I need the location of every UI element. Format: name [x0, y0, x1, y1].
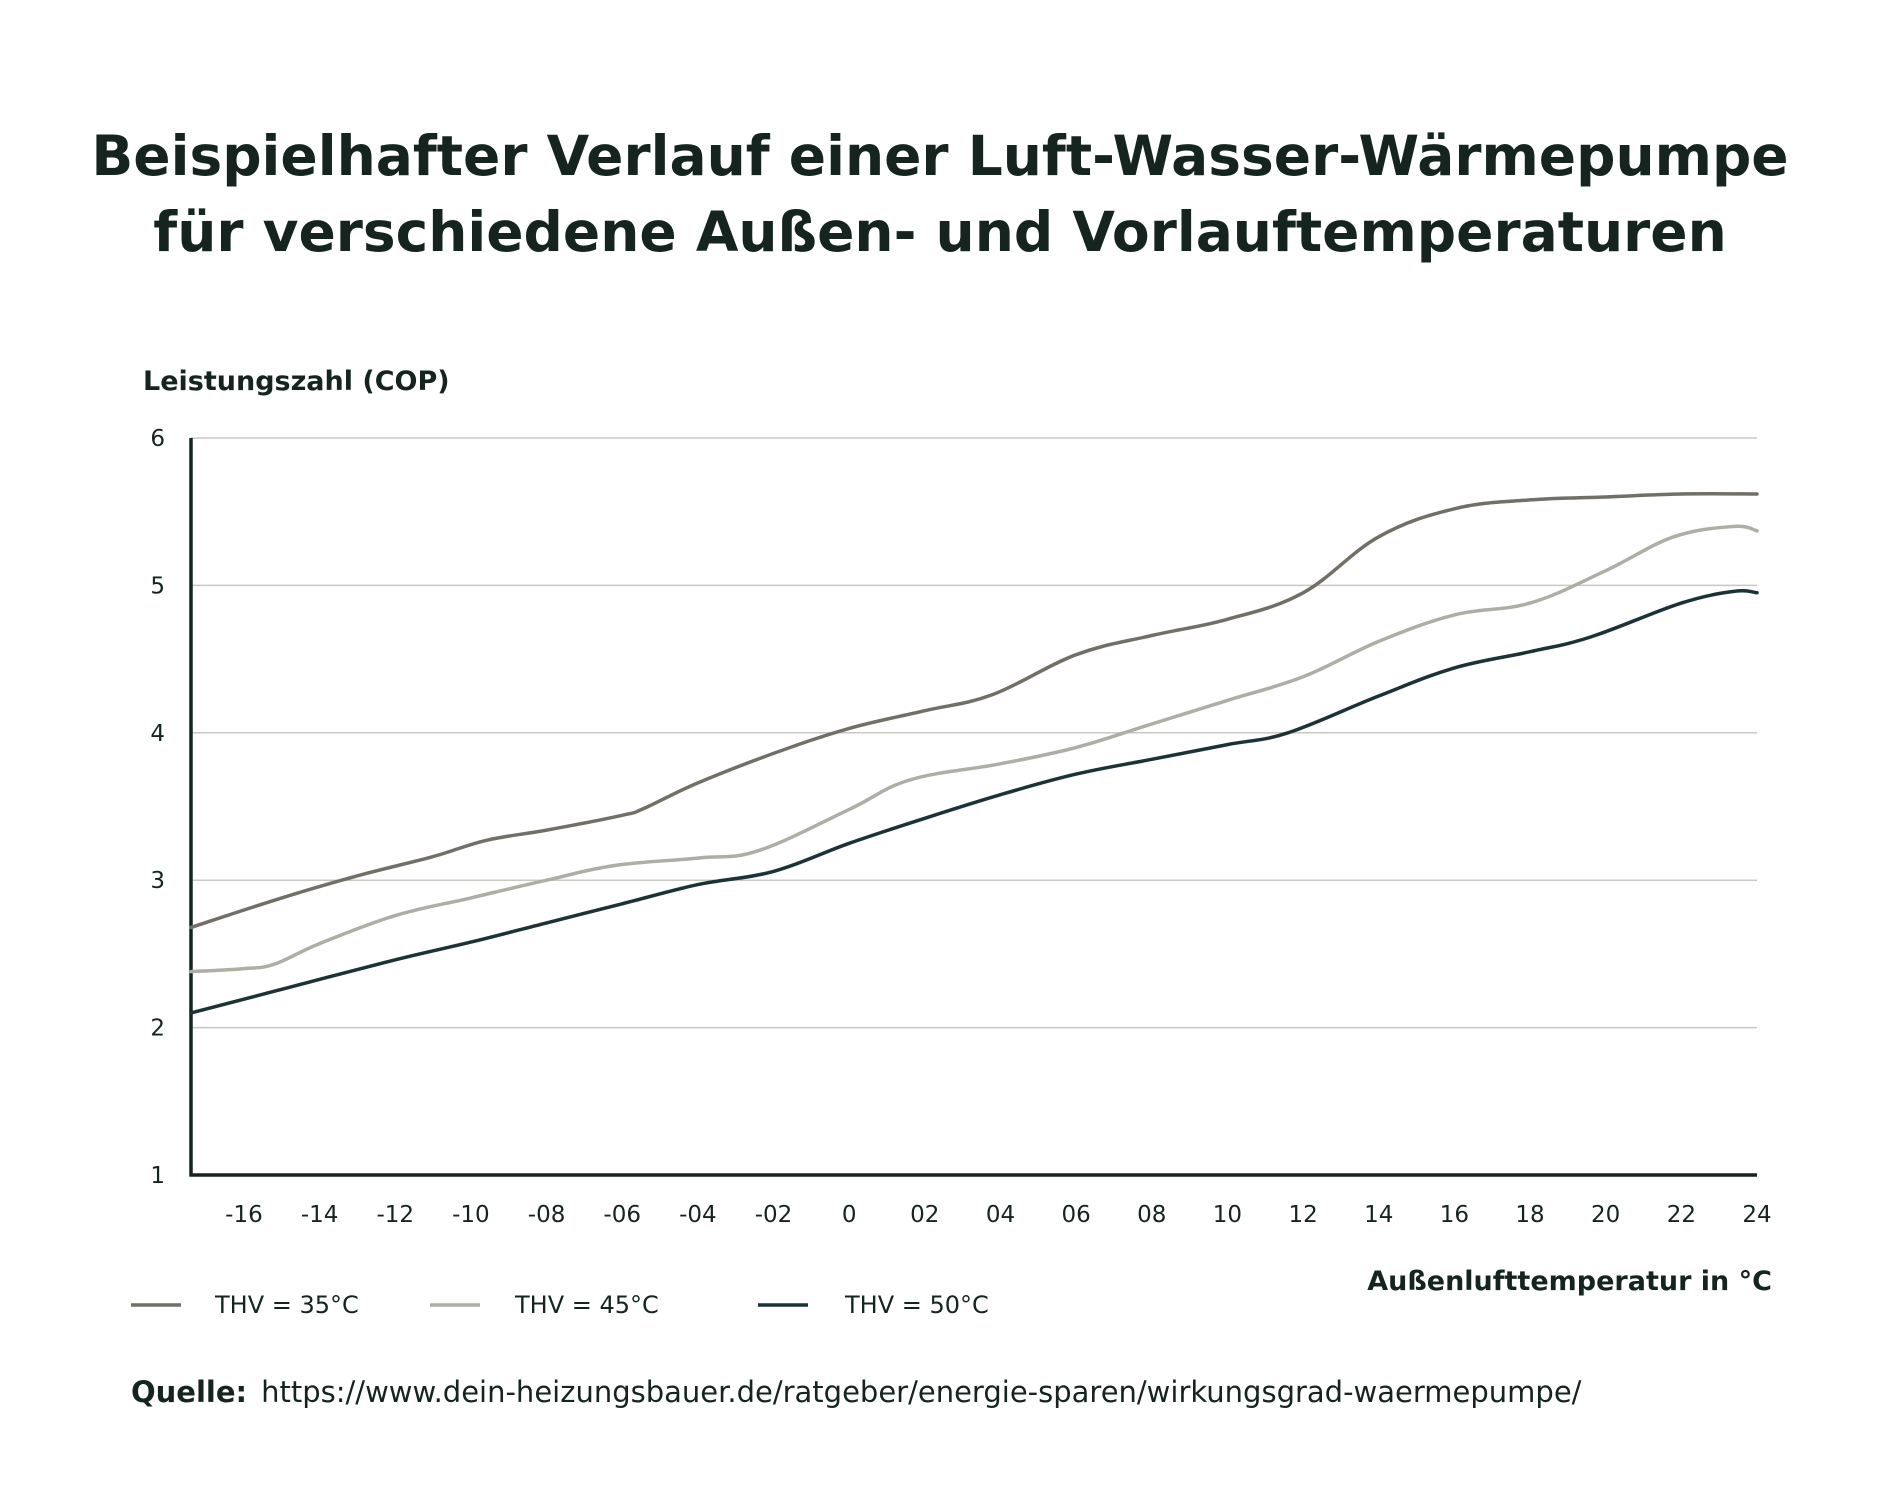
- series-line-1: [189, 492, 1759, 930]
- x-tick-label: -06: [603, 1202, 641, 1228]
- x-tick-label: 04: [986, 1202, 1015, 1228]
- y-tick-label: 3: [150, 868, 165, 894]
- legend-label-3: THV = 50°C: [844, 1291, 989, 1319]
- series-line-3: [189, 588, 1759, 1015]
- x-tick-label: 10: [1213, 1202, 1242, 1228]
- x-tick-label: 18: [1515, 1202, 1544, 1228]
- x-tick-label: -08: [528, 1202, 566, 1228]
- x-tick-label: 14: [1364, 1202, 1393, 1228]
- y-axis-label: Leistungszahl (COP): [143, 366, 450, 397]
- x-tick-label: 22: [1667, 1202, 1696, 1228]
- x-tick-label: 02: [910, 1202, 939, 1228]
- axes: [189, 438, 1757, 1177]
- legend-label-2: THV = 45°C: [514, 1291, 659, 1319]
- x-tick-label: 20: [1591, 1202, 1620, 1228]
- x-tick-label: -10: [452, 1202, 490, 1228]
- x-tick-label: 16: [1440, 1202, 1469, 1228]
- source-label: Quelle:: [131, 1375, 248, 1409]
- series-lines: [189, 492, 1759, 1015]
- x-tick-label: -14: [301, 1202, 339, 1228]
- legend-label-1: THV = 35°C: [214, 1291, 359, 1319]
- x-tick-label: -12: [376, 1202, 414, 1228]
- x-tick-label: 08: [1137, 1202, 1166, 1228]
- grid-lines: [191, 437, 1757, 1029]
- y-tick-label: 4: [150, 721, 165, 747]
- y-tick-label: 5: [150, 573, 165, 599]
- source-note: Quelle: https://www.dein-heizungsbauer.de…: [131, 1375, 1581, 1409]
- chart-title: Beispielhafter Verlauf einer Luft-Wasser…: [0, 118, 1880, 270]
- legend: THV = 35°C THV = 45°C THV = 50°C: [131, 1291, 989, 1319]
- y-tick-label: 2: [150, 1016, 165, 1042]
- source-url: https://www.dein-heizungsbauer.de/ratgeb…: [261, 1375, 1582, 1409]
- y-tick-labels: 1 2 3 4 5 6: [150, 426, 165, 1189]
- y-tick-label: 1: [150, 1163, 165, 1189]
- x-tick-label: 24: [1742, 1202, 1771, 1228]
- chart-title-line-1: Beispielhafter Verlauf einer Luft-Wasser…: [91, 124, 1789, 188]
- series-line-2: [189, 524, 1759, 974]
- x-tick-labels: -16 -14 -12 -10 -08 -06 -04 -02 0 02 04 06 08 10 12 14 1…: [225, 1202, 1771, 1228]
- x-tick-label: 12: [1288, 1202, 1317, 1228]
- chart-title-line-2: für verschiedene Außen- und Vorlauftempe…: [153, 200, 1727, 264]
- x-tick-label: -04: [679, 1202, 717, 1228]
- x-tick-label: -16: [225, 1202, 263, 1228]
- y-tick-label: 6: [150, 426, 165, 452]
- x-tick-label: 06: [1061, 1202, 1090, 1228]
- x-tick-label: -02: [755, 1202, 793, 1228]
- x-tick-label: 0: [842, 1202, 857, 1228]
- x-axis-label: Außenlufttemperatur in °C: [1367, 1266, 1772, 1297]
